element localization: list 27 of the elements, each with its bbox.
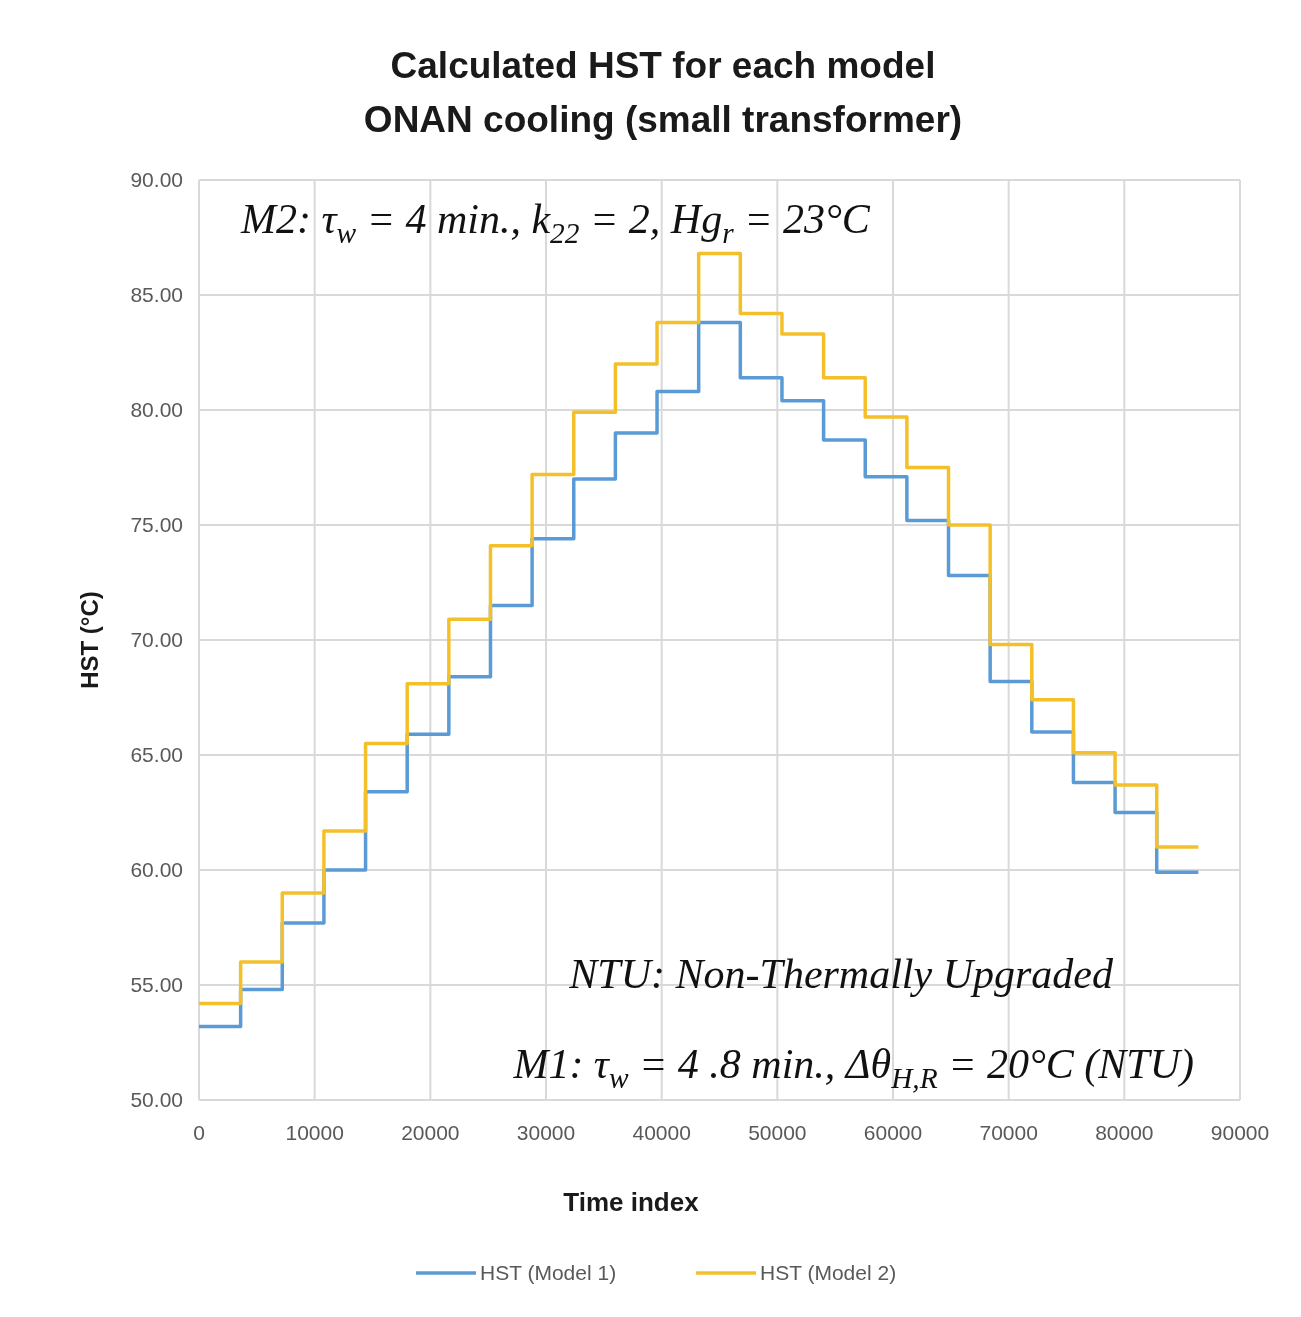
y-tick-label: 90.00: [130, 168, 183, 192]
x-tick-label: 40000: [632, 1121, 691, 1144]
x-tick-label: 0: [193, 1121, 205, 1144]
y-tick-label: 65.00: [130, 743, 183, 767]
x-tick-label: 70000: [979, 1121, 1038, 1144]
x-tick-label: 20000: [401, 1121, 460, 1144]
y-axis-title: HST (°C): [76, 591, 103, 689]
y-tick-label: 75.00: [130, 513, 183, 537]
y-tick-label: 60.00: [130, 858, 183, 882]
x-tick-label: 80000: [1095, 1121, 1154, 1144]
x-tick-label: 50000: [748, 1121, 807, 1144]
x-tick-label: 60000: [863, 1121, 923, 1144]
x-axis-title: Time index: [563, 1187, 700, 1217]
y-tick-label: 50.00: [130, 1088, 183, 1112]
y-tick-label: 85.00: [130, 283, 183, 307]
annotation: NTU: Non-Thermally Upgraded: [568, 951, 1114, 997]
legend-label: HST (Model 2): [760, 1261, 897, 1285]
y-tick-label: 55.00: [130, 973, 183, 997]
y-tick-label: 70.00: [130, 628, 183, 652]
annotation: M2: τ$_{w}$ = 4 min., k$_{22}$ = 2, Hg$_{r}$ = 23°C: [240, 196, 871, 250]
x-tick-label: 30000: [516, 1121, 576, 1144]
annotation: M1: τ$_{w}$ = 4 .8 min., Δθ$_{H,R}$ = 20°C (NTU): [512, 1041, 1194, 1095]
y-tick-label: 80.00: [130, 398, 183, 422]
chart-title: Calculated HST for each model ONAN cooling (small transformer): [363, 45, 963, 140]
legend-label: HST (Model 1): [480, 1261, 617, 1285]
x-tick-label: 10000: [285, 1121, 344, 1144]
x-tick-label: 90000: [1210, 1121, 1270, 1144]
